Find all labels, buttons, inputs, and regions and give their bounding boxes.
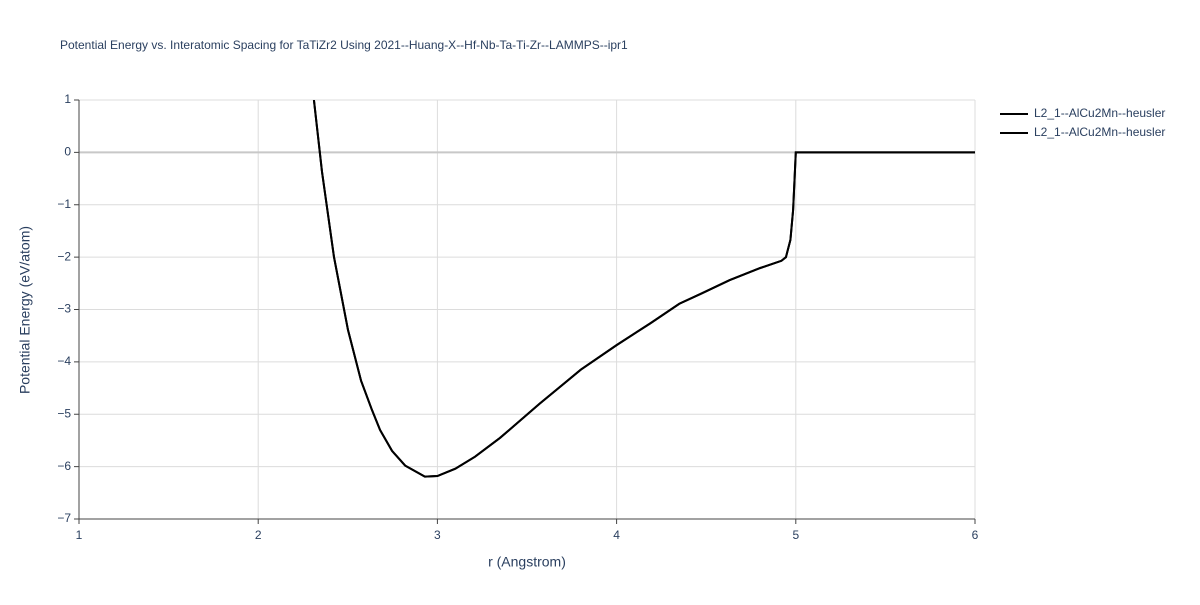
x-tick-label: 1 — [76, 528, 83, 542]
y-tick-label: −3 — [57, 302, 71, 316]
x-tick-label: 2 — [255, 528, 262, 542]
y-tick-label: 0 — [64, 145, 71, 159]
y-tick-label: −5 — [57, 406, 71, 420]
legend-label: L2_1--AlCu2Mn--heusler — [1034, 125, 1165, 139]
x-tick-label: 6 — [972, 528, 979, 542]
series-line — [312, 100, 975, 478]
series-line — [312, 100, 975, 478]
x-tick-label: 3 — [434, 528, 441, 542]
chart-title: Potential Energy vs. Interatomic Spacing… — [60, 38, 628, 52]
x-tick-label: 4 — [613, 528, 620, 542]
y-tick-label: −4 — [57, 354, 71, 368]
axes: 1 2 3 4 5 6 −7 −6 −5 −4 −3 −2 −1 0 1 L2_1--AlCu2Mn--heu… — [57, 92, 1165, 542]
y-tick-label: 1 — [64, 92, 71, 106]
grid — [78, 99, 976, 520]
y-axis-title: Potential Energy (eV/atom) — [17, 226, 33, 394]
y-tick-label: −1 — [57, 197, 71, 211]
x-tick-label: 5 — [792, 528, 799, 542]
y-tick-label: −7 — [57, 511, 71, 525]
plot-area — [312, 100, 975, 478]
y-tick-label: −6 — [57, 459, 71, 473]
y-tick-label: −2 — [57, 249, 71, 263]
legend-label: L2_1--AlCu2Mn--heusler — [1034, 106, 1165, 120]
x-axis-title: r (Angstrom) — [488, 554, 566, 570]
